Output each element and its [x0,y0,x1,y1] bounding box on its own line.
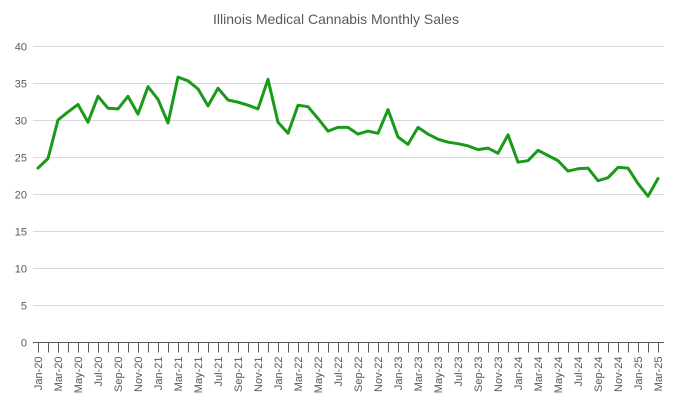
y-tick-label: 25 [15,153,27,165]
y-tick-label: 20 [15,190,27,202]
x-axis [33,342,664,353]
y-tick-label: 0 [21,338,27,350]
x-tick-label: Mar-20 [53,357,65,392]
x-tick-label: Nov-21 [253,357,265,392]
gridlines [33,46,664,306]
x-tick-label: Sep-20 [113,357,125,392]
x-tick-label: Jul-23 [453,357,465,387]
y-tick-label: 30 [15,116,27,128]
x-tick-label: Jan-23 [393,357,405,391]
x-tick-label: Nov-22 [373,357,385,392]
x-tick-label: Jan-24 [513,357,525,391]
x-tick-label: May-24 [553,357,565,394]
x-tick-label: May-22 [313,357,325,394]
x-tick-label: Jul-24 [573,357,585,387]
x-tick-label: May-21 [193,357,205,394]
x-tick-label: Nov-24 [613,357,625,392]
x-tick-label: May-20 [73,357,85,394]
x-tick-label: Mar-21 [173,357,185,392]
chart-title: Illinois Medical Cannabis Monthly Sales [213,11,459,27]
y-tick-label: 5 [21,301,27,313]
x-tick-label: Sep-23 [473,357,485,392]
series-line [36,75,660,198]
series-layer [36,75,660,198]
x-tick-label: Nov-20 [133,357,145,392]
x-tick-label: Jan-21 [153,357,165,391]
x-tick-label: May-23 [433,357,445,394]
x-tick-label: Mar-24 [533,357,545,392]
x-tick-label: Jan-22 [273,357,285,391]
x-tick-label: Jul-21 [213,357,225,387]
x-tick-label: Sep-24 [593,357,605,392]
x-tick-label: Jan-25 [633,357,645,391]
x-tick-label: Jan-20 [33,357,45,391]
x-tick-label: Nov-23 [493,357,505,392]
y-axis-tick-labels: 0 5 10 15 20 25 30 35 40 [15,42,27,350]
x-axis-tick-labels: Jan-20 Mar-20 May-20 Jul-20 Sep-20 Nov-20 Jan-… [33,357,665,394]
x-tick-label: Sep-21 [233,357,245,392]
x-tick-label: Jul-20 [93,357,105,387]
y-tick-label: 40 [15,42,27,54]
y-tick-label: 35 [15,79,27,91]
x-tick-label: Mar-22 [293,357,305,392]
x-tick-label: Mar-23 [413,357,425,392]
y-tick-label: 15 [15,227,27,239]
x-tick-label: Mar-25 [653,357,665,392]
x-tick-label: Sep-22 [353,357,365,392]
x-tick-label: Jul-22 [333,357,345,387]
y-tick-label: 10 [15,264,27,276]
